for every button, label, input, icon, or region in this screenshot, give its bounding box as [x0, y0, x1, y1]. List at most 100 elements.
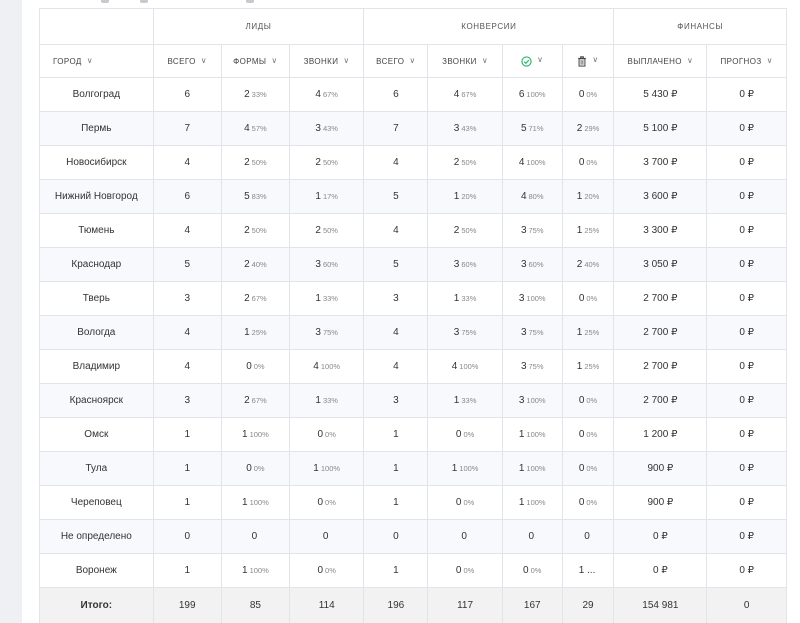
cell-conv-total-value: 5 [393, 191, 399, 202]
chevron-down-icon: ∨ [200, 55, 207, 65]
table-row: Омск 1 1 100% 0 0% 1 0 0% 1 100% 0 0% 1 200 ₽0 ₽ [39, 417, 787, 452]
totals-row: Итого: 199 85 114 196 117 167 29 154 981… [39, 587, 787, 623]
table-row: Пермь 7 4 57% 3 43% 7 3 43% 5 71% 2 29% 5 100 ₽0 ₽ [39, 111, 787, 146]
cell-conv-del: 2 40% [561, 247, 615, 282]
cell-conv-total: 5 [363, 247, 429, 282]
col-leads-forms-header[interactable]: Формы ∨ [220, 44, 290, 78]
cell-forecast-value: 0 ₽ [739, 565, 755, 576]
cell-leads-forms: 0 [220, 519, 290, 554]
cell-conv-ok-percent: 100% [526, 498, 546, 507]
cell-forecast-value: 0 ₽ [739, 497, 755, 508]
cell-conv-del: 0 0% [561, 417, 615, 452]
group-header-row: Лиды Конверсии Финансы [39, 8, 787, 45]
col-leads-calls-header[interactable]: Звонки ∨ [288, 44, 365, 78]
cell-conv-calls: 0 0% [427, 553, 503, 588]
cell-conv-calls: 0 0% [427, 485, 503, 520]
cell-city-value: Пермь [81, 123, 112, 134]
cell-leads-total: 1 [152, 451, 222, 486]
col-spent-header[interactable]: Выплачено ∨ [613, 44, 708, 78]
cell-leads-calls-value: 0 [317, 429, 324, 440]
cell-leads-total: 3 [152, 383, 222, 418]
cell-conv-ok-value: 1 [518, 497, 525, 508]
cell-forecast-value: 0 ₽ [739, 123, 755, 134]
cell-conv-calls-percent: 33% [461, 396, 477, 405]
cell-leads-calls-percent: 67% [322, 90, 338, 99]
group-header-conversions: Конверсии [363, 8, 615, 45]
cell-spent: 900 ₽ [613, 451, 708, 486]
cell-conv-calls-percent: 60% [461, 260, 477, 269]
cell-conv-calls-value: 0 [455, 565, 462, 576]
cell-leads-calls: 3 60% [288, 247, 365, 282]
cell-forecast-value: 0 ₽ [739, 327, 755, 338]
cell-leads-calls: 1 17% [288, 179, 365, 214]
cell-forecast: 0 ₽ [706, 111, 787, 146]
cell-conv-ok-percent: 75% [528, 328, 544, 337]
cell-leads-forms: 1 25% [220, 315, 290, 350]
cell-conv-del-percent: 25% [584, 328, 600, 337]
col-city-label: Город [53, 56, 82, 66]
cell-leads-calls-percent: 60% [322, 260, 338, 269]
col-forecast-header[interactable]: Прогноз ∨ [706, 44, 787, 78]
cell-conv-del: 0 [561, 519, 615, 554]
cell-leads-calls-percent: 0% [325, 498, 336, 507]
cell-conv-total: 3 [363, 281, 429, 316]
total-spent: 154 981 [613, 587, 708, 623]
table-row: Череповец 1 1 100% 0 0% 1 0 0% 1 100% 0 0% 900 ₽0 ₽ [39, 485, 787, 520]
cell-leads-calls-percent: 50% [322, 226, 338, 235]
cell-conv-calls-percent: 100% [459, 362, 479, 371]
cell-conv-del-value: 0 [578, 429, 585, 440]
cell-conv-calls-value: 0 [455, 429, 462, 440]
cell-conv-del-value: 1 [576, 225, 583, 236]
cell-conv-total: 5 [363, 179, 429, 214]
cell-conv-calls-value: 0 [461, 531, 467, 542]
cell-conv-del: 1 25% [561, 213, 615, 248]
cell-leads-total-value: 6 [184, 89, 190, 100]
cell-leads-forms-value: 0 [246, 361, 252, 372]
cell-leads-forms: 1 100% [220, 417, 290, 452]
total-conv-del: 29 [561, 587, 615, 623]
cell-conv-ok-percent: 100% [526, 464, 546, 473]
cell-leads-calls: 4 100% [288, 349, 365, 384]
cell-leads-calls-percent: 50% [322, 158, 338, 167]
cell-leads-forms-percent: 40% [251, 260, 267, 269]
toolbar-icon[interactable] [246, 0, 254, 3]
col-city-header[interactable]: Город ∨ [39, 44, 154, 78]
cell-city-value: Волгоград [72, 89, 121, 100]
cell-conv-del: 2 29% [561, 111, 615, 146]
col-forecast-label: Прогноз [720, 56, 762, 66]
cell-leads-calls-percent: 75% [322, 328, 338, 337]
cell-leads-total-value: 1 [184, 497, 190, 508]
col-conv-calls-header[interactable]: Звонки ∨ [427, 44, 503, 78]
cell-city-value: Тула [85, 463, 108, 474]
cell-conv-calls-value: 1 [453, 191, 460, 202]
total-conv-total: 196 [363, 587, 429, 623]
cell-conv-total: 4 [363, 349, 429, 384]
cell-forecast: 0 ₽ [706, 179, 787, 214]
table-row: Тюмень 4 2 50% 2 50% 4 2 50% 3 75% 1 25% 3 300 ₽0 ₽ [39, 213, 787, 248]
toolbar-icon[interactable] [101, 0, 109, 3]
col-conv-total-header[interactable]: Всего ∨ [363, 44, 429, 78]
cell-leads-total-value: 5 [184, 259, 190, 270]
cell-leads-calls-value: 1 [315, 395, 321, 406]
cell-spent-value: 5 100 ₽ [643, 123, 678, 134]
col-conv-del-header[interactable]: ∨ [561, 44, 615, 78]
column-header-row: Город ∨ Всего ∨ Формы ∨ Звонки ∨ Всего ∨ Звон… [39, 44, 787, 78]
cell-conv-del-value: 2 [576, 259, 583, 270]
col-conv-ok-header[interactable]: ∨ [501, 44, 563, 78]
cell-leads-forms-value: 1 [242, 429, 248, 440]
cell-leads-total: 4 [152, 349, 222, 384]
cell-leads-calls-value: 0 [322, 531, 329, 542]
cell-conv-total-value: 4 [393, 225, 399, 236]
cell-conv-total: 1 [363, 417, 429, 452]
cell-conv-del-percent: 20% [584, 192, 600, 201]
col-leads-total-header[interactable]: Всего ∨ [152, 44, 222, 78]
cell-leads-forms: 2 50% [220, 213, 290, 248]
cell-conv-ok: 1 100% [501, 485, 563, 520]
cell-leads-forms-value: 2 [244, 157, 250, 168]
cell-conv-calls-value: 0 [455, 497, 462, 508]
cell-conv-calls: 2 50% [427, 145, 503, 180]
cell-conv-del: 0 0% [561, 77, 615, 112]
toolbar-icon[interactable] [140, 0, 148, 3]
cell-conv-calls-percent: 0% [463, 430, 475, 439]
cell-conv-ok-percent: 75% [528, 226, 544, 235]
